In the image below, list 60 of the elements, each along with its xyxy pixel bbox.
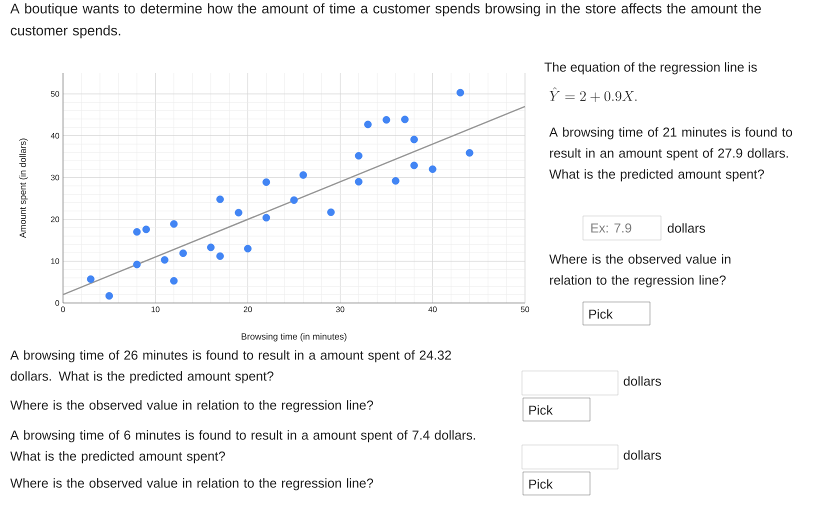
point — [207, 244, 215, 252]
text: Where is the observed value in relation to the regression line? — [10, 478, 374, 490]
x-tick-label: 20 — [244, 306, 252, 312]
point — [299, 171, 308, 179]
text: Ex: 7.9 — [591, 223, 632, 233]
text: The equation of the regression line is — [544, 62, 757, 74]
x-tick-label: 40 — [428, 306, 437, 312]
text: Pick — [589, 309, 613, 319]
point — [392, 177, 400, 185]
x-tick-label: 50 — [520, 306, 530, 312]
point — [142, 226, 150, 234]
point — [456, 88, 464, 96]
point — [354, 178, 362, 186]
point — [466, 149, 474, 157]
point — [244, 244, 252, 252]
point — [216, 195, 224, 204]
point — [86, 275, 95, 283]
text: Where is the observed value in relation to the regression line? — [549, 254, 730, 288]
text: dollars — [668, 223, 706, 233]
text: A browsing time of 26 minutes is found to result in a amount spent of 24.32 dollars. What is the predicted amount spent? — [10, 350, 451, 384]
text: A browsing time of 6 minutes is found to result in a amount spent of 7.4 dollars. What is the predicted amount spent? — [10, 430, 475, 464]
x-tick-label: 0 — [61, 306, 65, 312]
y-tick-label: 20 — [50, 216, 60, 222]
x-axis-title: Browsing time (in minutes) — [242, 333, 346, 342]
point — [401, 116, 409, 124]
point — [160, 256, 168, 264]
y-tick-label: 40 — [50, 132, 60, 139]
point — [170, 220, 178, 228]
point — [105, 292, 114, 300]
chart-title: A boutique wants to determine how the amount of time a customer spends browsing in the store affects the amount the customer spends. — [10, 3, 761, 38]
point — [179, 249, 187, 258]
point — [262, 214, 270, 222]
y-tick-label: 10 — [51, 258, 60, 264]
point — [354, 152, 362, 160]
text: dollars — [624, 450, 662, 460]
point — [234, 208, 242, 216]
text: Pick — [529, 479, 553, 489]
point — [216, 252, 224, 260]
point — [133, 228, 141, 236]
x-tick-label: 10 — [152, 306, 160, 312]
point — [410, 162, 418, 170]
text: Pick — [529, 405, 553, 415]
point — [170, 277, 178, 285]
point — [262, 178, 270, 186]
text: A browsing time of 21 minutes is found to result in an amount spent of 27.9 dollars. What is the predicted amount spent? — [549, 127, 792, 182]
y-axis-title: Amount spent (in dollars) — [19, 138, 28, 238]
y-tick-label: 0 — [55, 300, 60, 306]
text: $\hat{Y} = 2 + 0.9X.$ — [550, 87, 637, 102]
point — [364, 120, 372, 128]
text: Where is the observed value in relation to the regression line? — [10, 400, 374, 412]
point — [290, 196, 298, 204]
y-tick-label: 30 — [50, 174, 60, 180]
point — [410, 136, 418, 144]
point — [133, 260, 141, 268]
point — [382, 116, 390, 124]
text: dollars — [624, 376, 662, 386]
point — [428, 165, 436, 173]
point — [327, 208, 335, 216]
x-tick-label: 30 — [336, 306, 344, 312]
y-tick-label: 50 — [50, 91, 60, 97]
